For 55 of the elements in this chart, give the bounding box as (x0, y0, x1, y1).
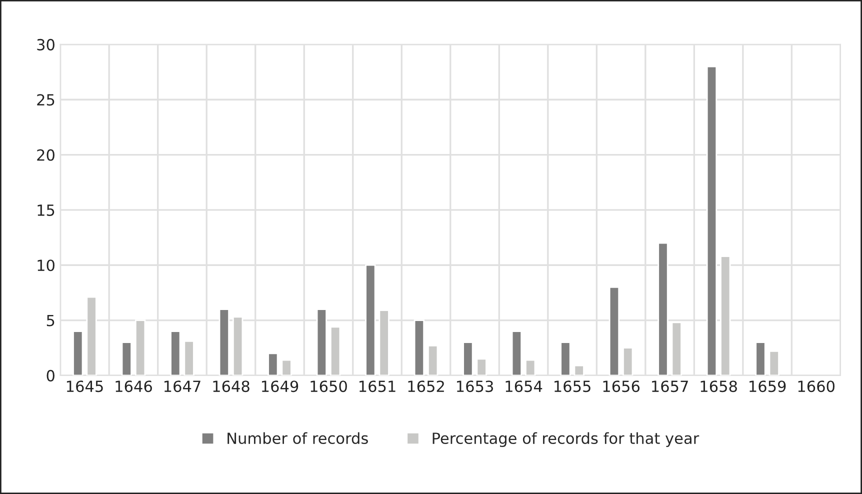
bar (281, 359, 292, 376)
bar (121, 342, 132, 376)
x-tick-label: 1654 (506, 380, 542, 392)
x-tick-label: 1659 (750, 380, 786, 392)
bar (330, 326, 341, 376)
x-tick-label: 1652 (408, 380, 444, 392)
bar (574, 364, 584, 376)
bar (768, 350, 780, 376)
x-tick-label: 1657 (652, 380, 688, 392)
bar (428, 344, 438, 376)
bar (184, 340, 194, 376)
bar (170, 330, 181, 376)
y-tick-label: 5 (46, 314, 54, 326)
x-tick-label: 1651 (359, 380, 396, 392)
y-tick-label: 25 (37, 94, 54, 106)
bar (706, 66, 718, 376)
y-tick-label: 0 (46, 370, 54, 382)
bar (720, 256, 731, 376)
bar (86, 296, 97, 376)
bar (365, 264, 376, 376)
y-tick-label: 15 (38, 204, 54, 216)
bar (608, 286, 620, 376)
bar (755, 342, 766, 376)
bar (671, 322, 682, 376)
bar (72, 330, 84, 376)
x-tick-label: 1649 (262, 380, 298, 392)
bar (622, 347, 634, 376)
x-tick-label: 1653 (457, 380, 493, 392)
bar (462, 342, 474, 376)
x-tick-label: 1655 (554, 380, 590, 392)
bar (316, 308, 328, 376)
y-tick-label: 30 (37, 38, 54, 50)
bar (414, 320, 425, 376)
x-tick-label: 1658 (700, 380, 737, 392)
x-tick-label: 1645 (66, 380, 103, 392)
bar (525, 359, 536, 376)
bar (268, 352, 278, 376)
y-tick-label: 10 (38, 260, 54, 272)
bar (218, 308, 230, 376)
legend-label: Number of records (228, 432, 368, 444)
bar (511, 330, 522, 376)
bar (476, 358, 487, 376)
bar (232, 316, 244, 376)
bar (378, 310, 390, 376)
x-tick-label: 1660 (798, 380, 834, 392)
bar (658, 242, 668, 376)
y-tick-label: 20 (37, 149, 54, 161)
x-tick-label: 1646 (116, 380, 152, 392)
x-tick-label: 1648 (213, 380, 250, 392)
bar (134, 320, 146, 376)
x-tick-label: 1647 (164, 380, 200, 392)
bar (560, 342, 571, 376)
x-tick-label: 1656 (603, 380, 640, 392)
x-tick-label: 1650 (310, 380, 347, 392)
legend-label: Percentage of records for that year (432, 432, 700, 448)
